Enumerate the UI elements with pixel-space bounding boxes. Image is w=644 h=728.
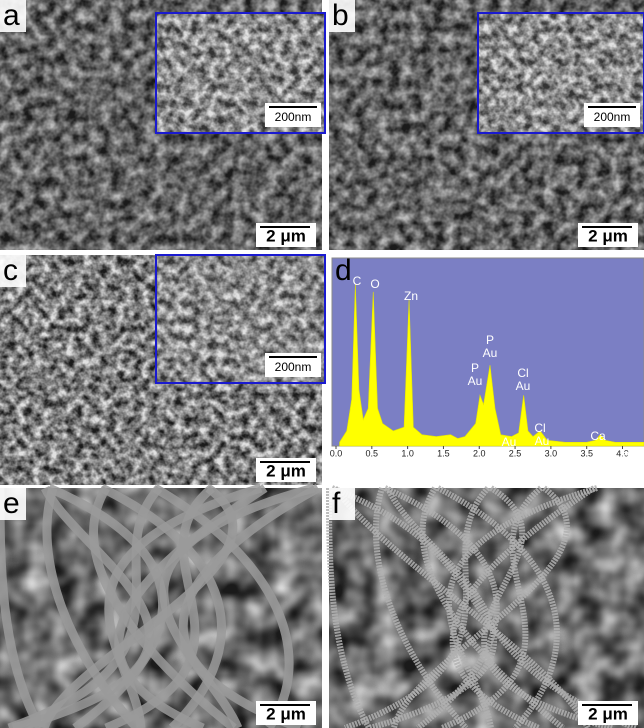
x-tick-label: 1.0 [401, 448, 414, 458]
inset-scale-label: 200nm [594, 110, 631, 124]
scale-label: 2 μm [588, 704, 628, 723]
peak-label: Au [502, 435, 517, 449]
panel-label: b [332, 0, 349, 32]
figure: 200nm 2 μm 200nm 2 μm 200nm 2 μm 2 μm 2 μm 0.0 0.… [0, 0, 644, 728]
peak-label: P [471, 361, 479, 375]
panel-label: c [3, 254, 18, 287]
x-tick-label: 0.5 [366, 448, 379, 458]
inset-scale-label: 200nm [275, 110, 312, 124]
peak-label: Cl [517, 366, 528, 380]
peak-label: Au [483, 346, 498, 360]
x-tick-label: 3.0 [545, 448, 558, 458]
x-tick-label: 0.0 [330, 448, 343, 458]
x-tick-label: 2.5 [509, 448, 522, 458]
peak-label: Ca [614, 447, 630, 461]
peak-label: Au [535, 434, 550, 448]
scale-label: 2 μm [266, 226, 306, 245]
peak-label: Cl [534, 421, 545, 435]
peak-label: Au [468, 374, 483, 388]
scale-label: 2 μm [588, 226, 628, 245]
x-tick-label: 3.5 [580, 448, 593, 458]
panel-label: f [332, 487, 341, 520]
scale-label: 2 μm [266, 704, 306, 723]
peak-label: Au [516, 379, 531, 393]
peak-label: O [370, 277, 379, 291]
x-tick-label: 2.0 [473, 448, 486, 458]
x-tick-label: 1.5 [437, 448, 450, 458]
peak-label: Ca [590, 429, 606, 443]
panel-label: e [3, 487, 20, 520]
peak-label: C [353, 274, 362, 288]
scale-label: 2 μm [266, 461, 306, 480]
peak-label: Zn [404, 289, 418, 303]
panel-label: a [3, 0, 20, 32]
panel-label: d [335, 254, 352, 287]
peak-label: P [486, 333, 494, 347]
inset-scale-label: 200nm [275, 360, 312, 374]
